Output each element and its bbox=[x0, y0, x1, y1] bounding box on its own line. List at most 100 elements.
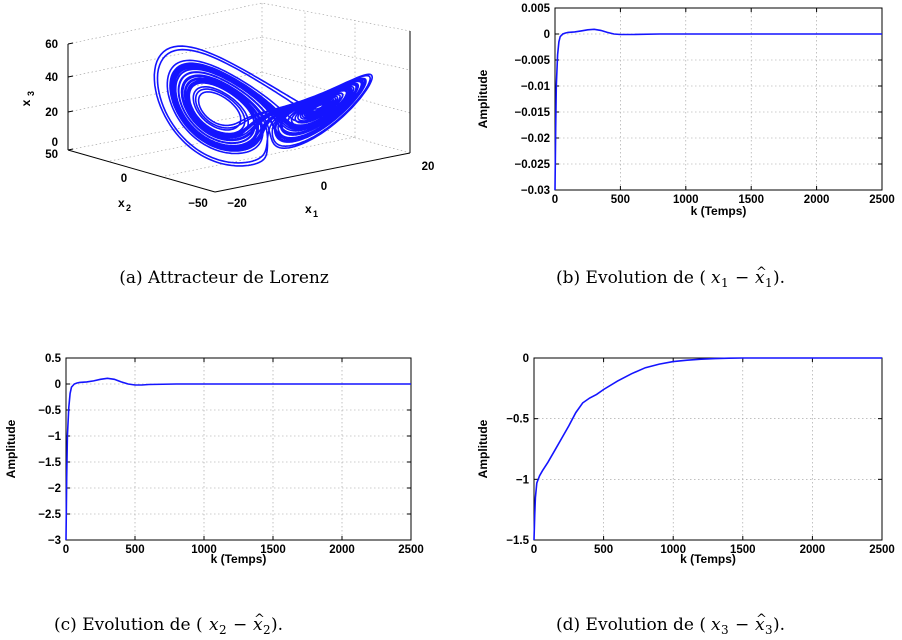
caption-d: (d) Evolution de ( x 3 − x ^ 3 ). bbox=[556, 612, 785, 637]
y-tick-label: −3 bbox=[48, 535, 61, 547]
y-tick-label: −0.5 bbox=[38, 405, 61, 417]
error-series-line bbox=[554, 28, 882, 191]
plot-frame bbox=[533, 357, 883, 541]
error-x1-chart: 0 500 1000 1500 2000 2500 0.005 0 −0.005 −0.01 −0.… bbox=[476, 3, 895, 218]
x3-axis-label: x 3 bbox=[19, 91, 36, 106]
plot-frame bbox=[65, 357, 412, 541]
x2-tick-0: 0 bbox=[121, 173, 127, 185]
x-tick-label: 0 bbox=[63, 544, 69, 556]
x-tick-label: 2500 bbox=[869, 194, 895, 206]
y-tick-label: −2 bbox=[48, 483, 61, 495]
x-tick-label: 2000 bbox=[804, 194, 830, 206]
caption-a: (a) Attracteur de Lorenz bbox=[119, 268, 329, 288]
x-tick-label: 2000 bbox=[800, 544, 826, 556]
svg-text:x: x bbox=[711, 268, 721, 288]
svg-text:^: ^ bbox=[254, 612, 265, 627]
y-tick-label: −1 bbox=[516, 474, 530, 486]
svg-text:(c) Evolution de (: (c) Evolution de ( bbox=[54, 615, 203, 635]
svg-text:x: x bbox=[711, 615, 721, 635]
svg-text:(d) Evolution de (: (d) Evolution de ( bbox=[556, 615, 706, 635]
x3-tick-20: 20 bbox=[45, 107, 58, 119]
x-tick-label: 2500 bbox=[869, 544, 895, 556]
svg-text:^: ^ bbox=[756, 612, 767, 627]
x1-axis-label: x 1 bbox=[305, 202, 318, 219]
svg-text:x: x bbox=[19, 99, 33, 106]
y-tick-label: −0.01 bbox=[521, 81, 551, 93]
x-tick-label: 1500 bbox=[260, 544, 286, 556]
svg-text:3: 3 bbox=[26, 91, 36, 96]
y-tick-label: 0 bbox=[55, 379, 61, 391]
svg-text:1: 1 bbox=[313, 209, 318, 219]
svg-text:2: 2 bbox=[126, 203, 131, 213]
x2-tick-50: 50 bbox=[45, 149, 58, 161]
y-tick-label: −2.5 bbox=[38, 509, 61, 521]
x3-tick-60: 60 bbox=[45, 39, 58, 51]
y-axis-label: Amplitude bbox=[476, 69, 490, 128]
error-series-line bbox=[533, 357, 882, 541]
svg-text:−: − bbox=[735, 268, 749, 288]
x1-tick-0: 0 bbox=[321, 181, 327, 193]
x-axis-label: k (Temps) bbox=[691, 204, 747, 218]
x3-tick-40: 40 bbox=[45, 72, 58, 84]
svg-text:1: 1 bbox=[721, 276, 729, 290]
x1-tick-20: 20 bbox=[422, 161, 435, 173]
y-tick-label: −0.005 bbox=[515, 55, 551, 67]
x-axis-label: k (Temps) bbox=[680, 552, 736, 566]
svg-text:x: x bbox=[755, 268, 765, 288]
y-tick-label: 0.005 bbox=[521, 3, 550, 15]
svg-text:x: x bbox=[209, 615, 219, 635]
error-series-line bbox=[65, 377, 411, 541]
svg-text:3: 3 bbox=[721, 623, 729, 637]
x-axis-label: k (Temps) bbox=[211, 552, 267, 566]
svg-text:).: ). bbox=[773, 268, 785, 288]
x-tick-label: 500 bbox=[125, 544, 144, 556]
svg-text:3: 3 bbox=[765, 623, 773, 637]
x1-tick-minus20: −20 bbox=[227, 198, 247, 210]
y-tick-label: −0.025 bbox=[515, 159, 551, 171]
svg-text:−: − bbox=[735, 615, 749, 635]
x-tick-label: 500 bbox=[594, 544, 613, 556]
x-tick-label: 500 bbox=[611, 194, 630, 206]
y-tick-label: −0.03 bbox=[521, 185, 550, 197]
y-tick-label: 0 bbox=[523, 353, 529, 365]
svg-text:2: 2 bbox=[219, 623, 227, 637]
y-tick-label: −0.02 bbox=[521, 133, 550, 145]
y-tick-label: 0 bbox=[544, 29, 550, 41]
y-tick-label: −0.5 bbox=[506, 414, 529, 426]
svg-text:).: ). bbox=[271, 615, 283, 635]
error-x3-chart: 0 500 1000 1500 2000 2500 0 −0.5 −1 −1.5 k (Temps)… bbox=[476, 353, 895, 566]
x-tick-label: 1000 bbox=[660, 544, 686, 556]
svg-text:1: 1 bbox=[765, 276, 773, 290]
svg-text:).: ). bbox=[773, 615, 785, 635]
svg-text:^: ^ bbox=[756, 265, 767, 280]
plot-frame bbox=[554, 7, 883, 191]
error-x2-chart: 0 500 1000 1500 2000 2500 0.5 0 −0.5 −1 −1.5 −2 −2.5… bbox=[4, 353, 424, 566]
x-tick-label: 0 bbox=[552, 194, 558, 206]
svg-text:x: x bbox=[253, 615, 263, 635]
svg-text:2: 2 bbox=[263, 623, 271, 637]
caption-b: (b) Evolution de ( x 1 − x ^ 1 ). bbox=[556, 265, 785, 290]
y-tick-label: −1.5 bbox=[38, 457, 61, 469]
x-tick-label: 1000 bbox=[191, 544, 217, 556]
x-tick-label: 1000 bbox=[673, 194, 699, 206]
y-axis-label: Amplitude bbox=[476, 419, 490, 478]
lorenz-attractor-panel: 60 40 20 0 50 0 −50 −20 0 20 x 3 x 2 x 1 bbox=[19, 2, 435, 219]
lorenz-trajectory bbox=[153, 45, 374, 167]
y-tick-label: −1 bbox=[48, 431, 62, 443]
svg-text:x: x bbox=[118, 196, 125, 210]
y-axis-label: Amplitude bbox=[4, 419, 18, 478]
svg-text:x: x bbox=[305, 202, 312, 216]
x3-tick-0: 0 bbox=[52, 137, 58, 149]
svg-text:(b) Evolution de (: (b) Evolution de ( bbox=[556, 268, 706, 288]
x-tick-label: 1500 bbox=[738, 194, 764, 206]
x-tick-label: 2000 bbox=[329, 544, 355, 556]
y-tick-label: −0.015 bbox=[515, 107, 551, 119]
x-tick-label: 0 bbox=[531, 544, 537, 556]
y-tick-label: 0.5 bbox=[45, 353, 62, 365]
caption-c: (c) Evolution de ( x 2 − x ^ 2 ). bbox=[54, 612, 283, 637]
x-tick-label: 2500 bbox=[398, 544, 424, 556]
x2-axis-label: x 2 bbox=[118, 196, 131, 213]
y-tick-label: −1.5 bbox=[506, 535, 529, 547]
x-tick-label: 1500 bbox=[730, 544, 756, 556]
